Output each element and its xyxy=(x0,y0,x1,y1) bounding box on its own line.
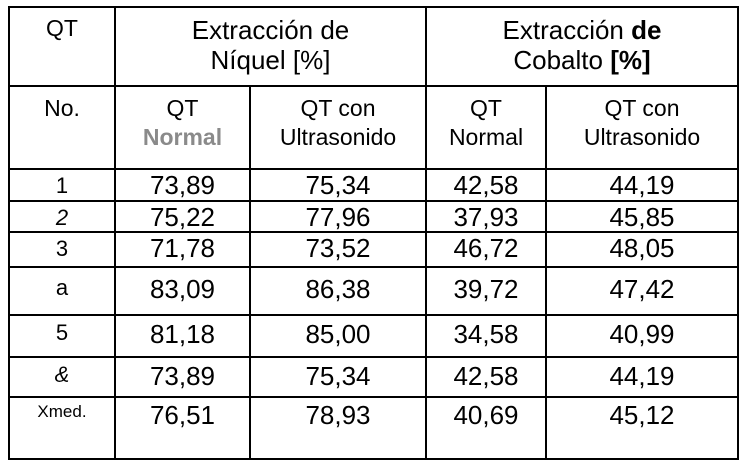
row-label: 2 xyxy=(8,200,116,233)
table-row: Xmed. 76,51 78,93 40,69 45,12 xyxy=(8,396,739,460)
header-nickel-line1: Extracción de xyxy=(191,15,350,45)
cell-co-ultra: 44,19 xyxy=(545,168,739,202)
table-row: 3 71,78 73,52 46,72 48,05 xyxy=(8,231,739,268)
header-co-qt-normal-line2: Normal xyxy=(448,124,524,150)
extraction-results-table: QT Extracción de Níquel [%] Extracción d… xyxy=(8,6,739,460)
row-label: & xyxy=(8,356,116,398)
cell-co-ultra: 45,12 xyxy=(545,396,739,460)
cell-ni-ultra: 86,38 xyxy=(249,266,427,316)
table-body: 1 73,89 75,34 42,58 44,19 2 75,22 77,96 37,93 45,… xyxy=(8,168,739,460)
cell-ni-normal: 83,09 xyxy=(114,266,251,316)
cell-co-normal: 40,69 xyxy=(425,396,547,460)
header-qt: QT xyxy=(8,6,116,87)
cell-co-normal: 46,72 xyxy=(425,231,547,268)
header-row-groups: QT Extracción de Níquel [%] Extracción d… xyxy=(8,6,739,87)
cell-ni-normal: 75,22 xyxy=(114,200,251,233)
header-co-qt-normal: QT Normal xyxy=(425,85,547,170)
cell-co-ultra: 45,85 xyxy=(545,200,739,233)
cell-ni-ultra: 75,34 xyxy=(249,168,427,202)
table-row: 5 81,18 85,00 34,58 40,99 xyxy=(8,314,739,358)
cell-co-ultra: 48,05 xyxy=(545,231,739,268)
header-cobalt-word-cobalto: Cobalto xyxy=(513,45,603,75)
header-co-qt-ultrasonido: QT con Ultrasonido xyxy=(545,85,739,170)
header-cobalt-extraction: Extracción de Cobalto [%] xyxy=(425,6,739,87)
cell-ni-ultra: 75,34 xyxy=(249,356,427,398)
cell-ni-normal: 73,89 xyxy=(114,168,251,202)
cell-co-ultra: 44,19 xyxy=(545,356,739,398)
cell-co-ultra: 40,99 xyxy=(545,314,739,358)
header-cobalt-word-extraccion: Extracción xyxy=(502,15,624,45)
table-row: a 83,09 86,38 39,72 47,42 xyxy=(8,266,739,316)
row-label: a xyxy=(8,266,116,316)
header-ni-qt-normal: QT Normal xyxy=(114,85,251,170)
cell-co-normal: 42,58 xyxy=(425,356,547,398)
cell-ni-ultra: 73,52 xyxy=(249,231,427,268)
header-cobalt-word-de: de xyxy=(631,15,662,45)
header-ni-qt-normal-line1: QT xyxy=(166,95,199,121)
header-ni-qt-normal-line2: Normal xyxy=(142,124,223,150)
row-label: 3 xyxy=(8,231,116,268)
header-cobalt-line1: Extracción de xyxy=(429,15,735,45)
cell-co-normal: 39,72 xyxy=(425,266,547,316)
cell-ni-ultra: 77,96 xyxy=(249,200,427,233)
cell-ni-ultra: 78,93 xyxy=(249,396,427,460)
cell-co-ultra: 47,42 xyxy=(545,266,739,316)
header-cobalt-word-percent: [%] xyxy=(610,45,651,75)
row-label: 5 xyxy=(8,314,116,358)
cell-ni-normal: 73,89 xyxy=(114,356,251,398)
header-ni-qt-ultrasonido-line2: Ultrasonido xyxy=(279,124,397,150)
cell-ni-normal: 71,78 xyxy=(114,231,251,268)
header-ni-qt-ultrasonido-line1: QT con xyxy=(300,95,376,121)
table-row: 2 75,22 77,96 37,93 45,85 xyxy=(8,200,739,233)
header-co-qt-ultrasonido-line1: QT con xyxy=(604,95,680,121)
cell-co-normal: 34,58 xyxy=(425,314,547,358)
header-ni-qt-ultrasonido: QT con Ultrasonido xyxy=(249,85,427,170)
header-co-qt-normal-line1: QT xyxy=(470,95,502,121)
header-nickel-extraction: Extracción de Níquel [%] xyxy=(114,6,427,87)
header-no: No. xyxy=(8,85,116,170)
header-cobalt-line2: Cobalto [%] xyxy=(429,45,735,75)
cell-ni-ultra: 85,00 xyxy=(249,314,427,358)
table-row: & 73,89 75,34 42,58 44,19 xyxy=(8,356,739,398)
header-nickel-line2: Níquel [%] xyxy=(210,45,331,75)
row-label: Xmed. xyxy=(8,396,116,460)
cell-ni-normal: 76,51 xyxy=(114,396,251,460)
header-co-qt-ultrasonido-line2: Ultrasonido xyxy=(583,124,701,150)
cell-ni-normal: 81,18 xyxy=(114,314,251,358)
cell-co-normal: 37,93 xyxy=(425,200,547,233)
table-row: 1 73,89 75,34 42,58 44,19 xyxy=(8,168,739,202)
header-row-columns: No. QT Normal QT con Ultrasonido QT Norm… xyxy=(8,85,739,170)
cell-co-normal: 42,58 xyxy=(425,168,547,202)
row-label: 1 xyxy=(8,168,116,202)
